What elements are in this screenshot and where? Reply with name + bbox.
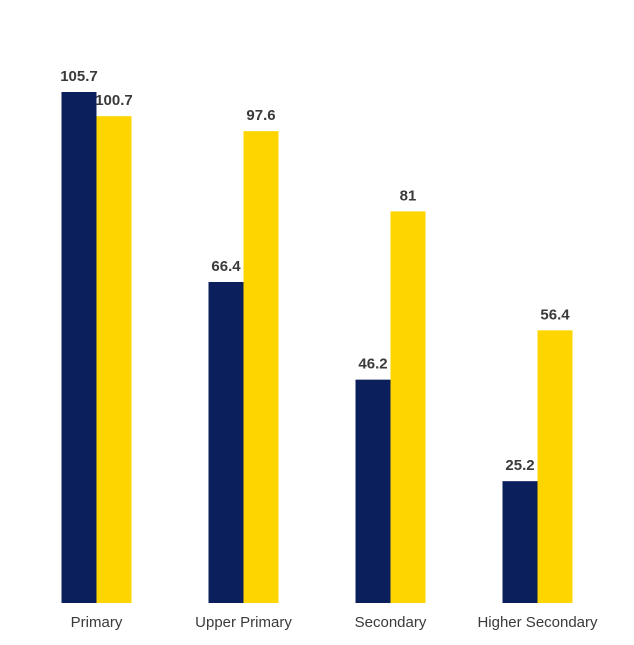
data-label: 81 xyxy=(400,187,417,204)
bar xyxy=(61,92,97,603)
bar xyxy=(502,481,538,603)
data-label: 66.4 xyxy=(211,258,241,275)
data-label: 97.6 xyxy=(246,107,275,124)
bar xyxy=(243,131,279,603)
data-label: 100.7 xyxy=(95,92,133,109)
data-label: 56.4 xyxy=(540,306,570,323)
x-tick-label: Higher Secondary xyxy=(477,614,598,631)
bar xyxy=(390,211,426,604)
bar xyxy=(208,281,244,603)
x-tick-label: Upper Primary xyxy=(195,614,292,631)
data-label: 25.2 xyxy=(505,457,534,474)
data-label: 105.7 xyxy=(60,68,98,85)
x-tick-label: Secondary xyxy=(355,614,427,631)
bar xyxy=(537,330,573,603)
bar xyxy=(96,116,132,604)
data-label: 46.2 xyxy=(358,356,387,373)
x-tick-label: Primary xyxy=(71,614,123,631)
bar xyxy=(355,379,391,603)
